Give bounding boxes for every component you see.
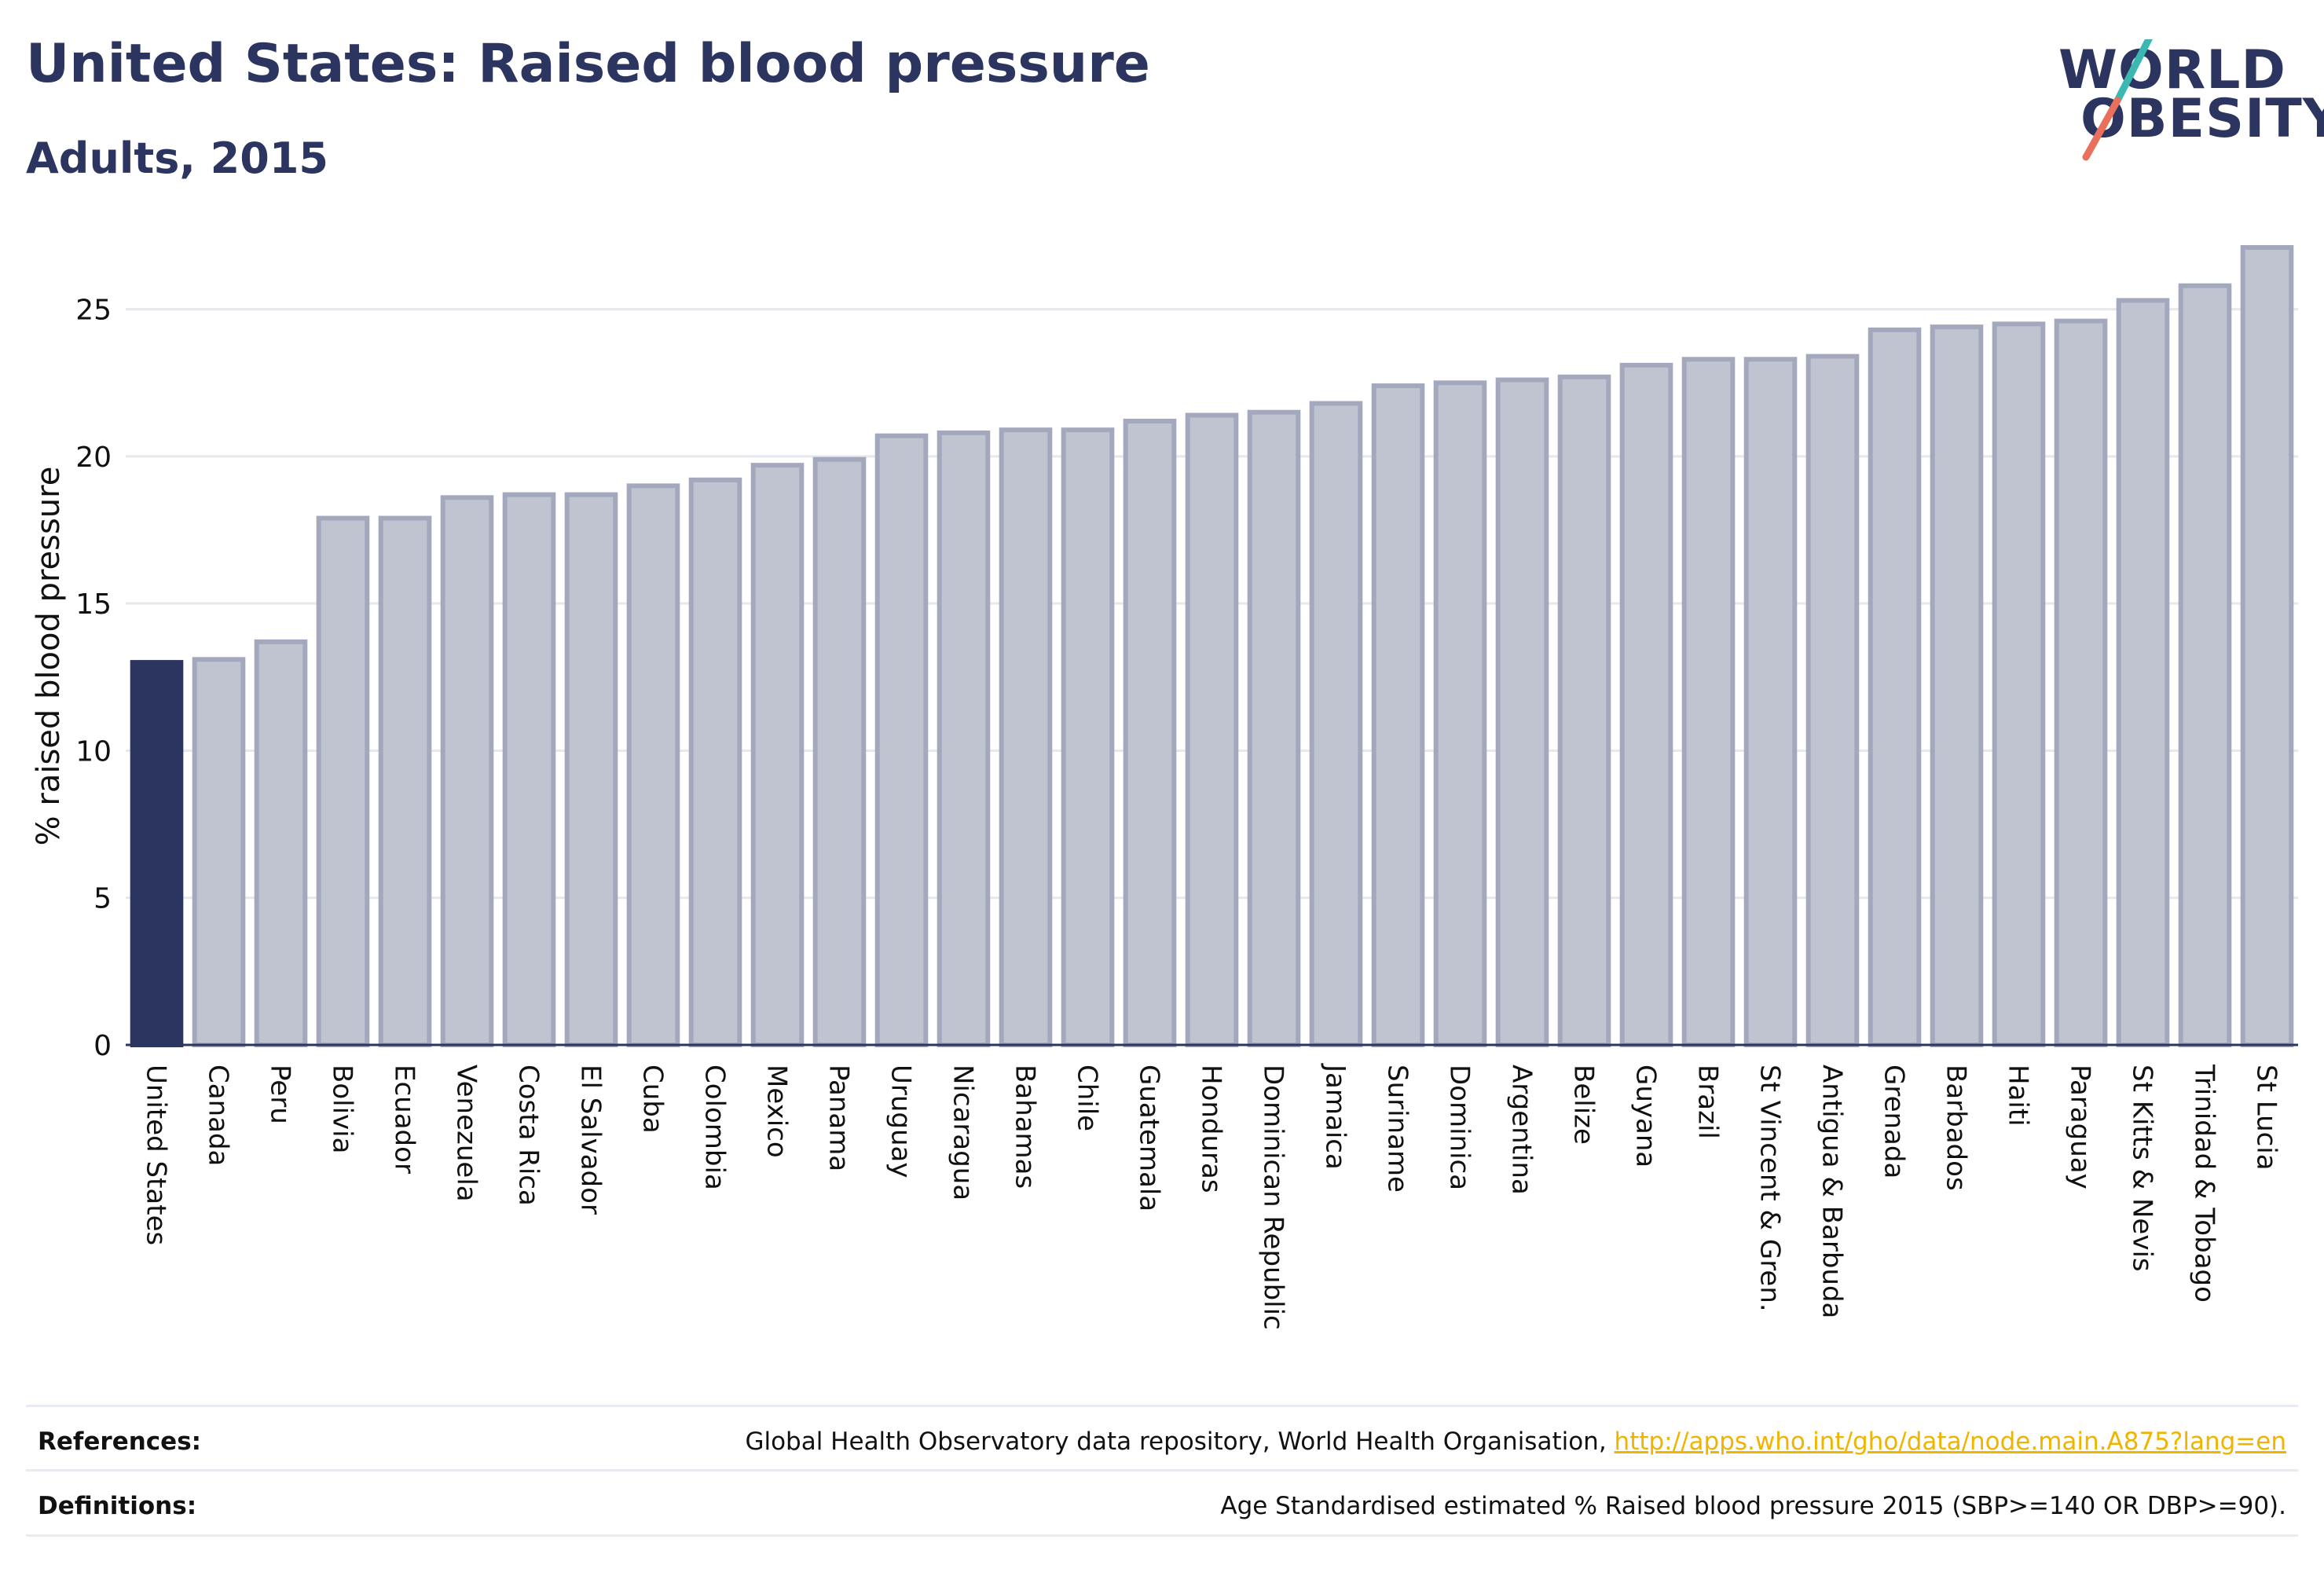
x-tick-label: Suriname bbox=[1382, 1065, 1413, 1193]
x-tick-label: Mexico bbox=[761, 1065, 793, 1158]
y-tick-labels: 0 5 10 15 20 25 bbox=[75, 295, 112, 1062]
x-tick-label: St Vincent & Gren. bbox=[1754, 1065, 1786, 1312]
y-tick-label: 20 bbox=[75, 442, 112, 474]
x-tick-label: Bolivia bbox=[327, 1065, 358, 1153]
bar-brazil bbox=[1681, 357, 1736, 1047]
x-tick-label: Nicaragua bbox=[948, 1065, 979, 1200]
x-tick-label: Barbados bbox=[1941, 1065, 1972, 1191]
x-tick-label: United States bbox=[141, 1065, 172, 1245]
bar-costa-rica bbox=[502, 492, 556, 1047]
bars bbox=[130, 244, 2294, 1048]
x-tick-label: Grenada bbox=[1879, 1065, 1910, 1178]
x-tick-labels: United States Canada Peru Bolivia Ecuador Ven… bbox=[141, 1063, 2282, 1330]
references-label: References: bbox=[38, 1428, 202, 1456]
x-tick-label: Brazil bbox=[1692, 1065, 1724, 1139]
x-tick-label: Honduras bbox=[1196, 1065, 1227, 1193]
bar-st-lucia bbox=[2240, 244, 2294, 1047]
bar-nicaragua bbox=[937, 430, 991, 1047]
bar-st-vincent-gren- bbox=[1743, 357, 1798, 1047]
x-tick-label: Panama bbox=[823, 1065, 855, 1171]
x-tick-label: Chile bbox=[1072, 1065, 1103, 1131]
x-tick-label: Dominican Republic bbox=[1258, 1065, 1289, 1330]
references-value: Global Health Observatory data repositor… bbox=[745, 1428, 2286, 1456]
bar-paraguay bbox=[2054, 318, 2108, 1048]
bar-venezuela bbox=[440, 495, 494, 1047]
bar-el-salvador bbox=[564, 492, 618, 1047]
bar-argentina bbox=[1495, 377, 1549, 1047]
x-tick-label: Cuba bbox=[637, 1065, 669, 1134]
x-tick-label: Jamaica bbox=[1320, 1063, 1351, 1170]
references-row: References: Global Health Observatory da… bbox=[26, 1405, 2298, 1470]
references-text: Global Health Observatory data repositor… bbox=[745, 1428, 1615, 1456]
logo-line-1: WORLD bbox=[2058, 39, 2286, 101]
y-tick-label: 15 bbox=[75, 588, 112, 621]
x-tick-label: Paraguay bbox=[2065, 1065, 2096, 1189]
bar-colombia bbox=[688, 477, 742, 1047]
x-tick-label: Antigua & Barbuda bbox=[1816, 1065, 1848, 1318]
bar-canada bbox=[192, 657, 246, 1047]
bar-mexico bbox=[750, 463, 805, 1047]
x-tick-label: Costa Rica bbox=[513, 1065, 544, 1206]
x-tick-label: Peru bbox=[265, 1065, 296, 1124]
definitions-label: Definitions: bbox=[38, 1492, 197, 1520]
bar-chart: 0 5 10 15 20 25 United States Canada Peru Bolivi… bbox=[31, 244, 2298, 1330]
bar-united-states bbox=[130, 660, 184, 1047]
y-axis-label: % raised blood pressure bbox=[31, 467, 67, 846]
x-tick-label: Argentina bbox=[1506, 1065, 1538, 1195]
x-tick-label: Dominica bbox=[1444, 1065, 1475, 1190]
bar-antigua-barbuda bbox=[1805, 354, 1860, 1047]
definitions-value: Age Standardised estimated % Raised bloo… bbox=[1220, 1492, 2286, 1520]
y-tick-label: 25 bbox=[75, 295, 112, 327]
bar-ecuador bbox=[378, 515, 432, 1047]
definitions-row: Definitions: Age Standardised estimated … bbox=[26, 1469, 2298, 1537]
x-tick-label: Venezuela bbox=[451, 1065, 482, 1202]
x-tick-label: El Salvador bbox=[575, 1065, 607, 1215]
page-title: United States: Raised blood pressure bbox=[26, 33, 1150, 95]
y-tick-label: 10 bbox=[75, 735, 112, 768]
x-tick-label: Ecuador bbox=[389, 1065, 420, 1174]
bar-haiti bbox=[1992, 321, 2046, 1047]
bar-uruguay bbox=[874, 433, 929, 1047]
x-tick-label: Colombia bbox=[699, 1065, 731, 1190]
bar-bolivia bbox=[316, 515, 370, 1047]
x-tick-label: Haiti bbox=[2003, 1065, 2034, 1127]
y-tick-label: 5 bbox=[93, 883, 112, 915]
x-tick-label: Canada bbox=[203, 1065, 234, 1166]
world-obesity-logo: WORLD OBESITY bbox=[2058, 39, 2324, 165]
bar-grenada bbox=[1868, 327, 1922, 1047]
bar-barbados bbox=[1930, 324, 1984, 1048]
x-tick-label: Uruguay bbox=[885, 1065, 917, 1178]
x-tick-label: Guatemala bbox=[1134, 1065, 1165, 1211]
bar-guatemala bbox=[1123, 418, 1177, 1047]
bar-cuba bbox=[626, 483, 680, 1047]
bar-st-kitts-nevis bbox=[2116, 298, 2170, 1047]
bar-chile bbox=[1061, 427, 1115, 1047]
x-tick-label: Bahamas bbox=[1010, 1065, 1041, 1189]
x-tick-label: Guyana bbox=[1630, 1065, 1662, 1167]
x-tick-label: Belize bbox=[1568, 1065, 1600, 1145]
bar-honduras bbox=[1185, 412, 1239, 1047]
bar-jamaica bbox=[1309, 401, 1363, 1047]
bar-trinidad-tobago bbox=[2178, 283, 2232, 1047]
bar-belize bbox=[1557, 374, 1611, 1048]
logo-slash-icon bbox=[2082, 39, 2153, 161]
page-subtitle: Adults, 2015 bbox=[26, 134, 328, 183]
bar-dominica bbox=[1433, 380, 1487, 1048]
x-tick-label: St Lucia bbox=[2251, 1065, 2282, 1171]
bar-dominican-republic bbox=[1247, 409, 1301, 1047]
references-link[interactable]: http://apps.who.int/gho/data/node.main.A… bbox=[1614, 1428, 2286, 1456]
x-tick-label: St Kitts & Nevis bbox=[2127, 1065, 2158, 1272]
bar-bahamas bbox=[999, 427, 1053, 1047]
x-tick-label: Trinidad & Tobago bbox=[2189, 1064, 2220, 1303]
bar-panama bbox=[812, 456, 867, 1047]
bar-peru bbox=[254, 639, 308, 1047]
y-tick-label: 0 bbox=[93, 1030, 112, 1062]
bar-guyana bbox=[1619, 362, 1673, 1047]
bar-suriname bbox=[1371, 383, 1425, 1047]
